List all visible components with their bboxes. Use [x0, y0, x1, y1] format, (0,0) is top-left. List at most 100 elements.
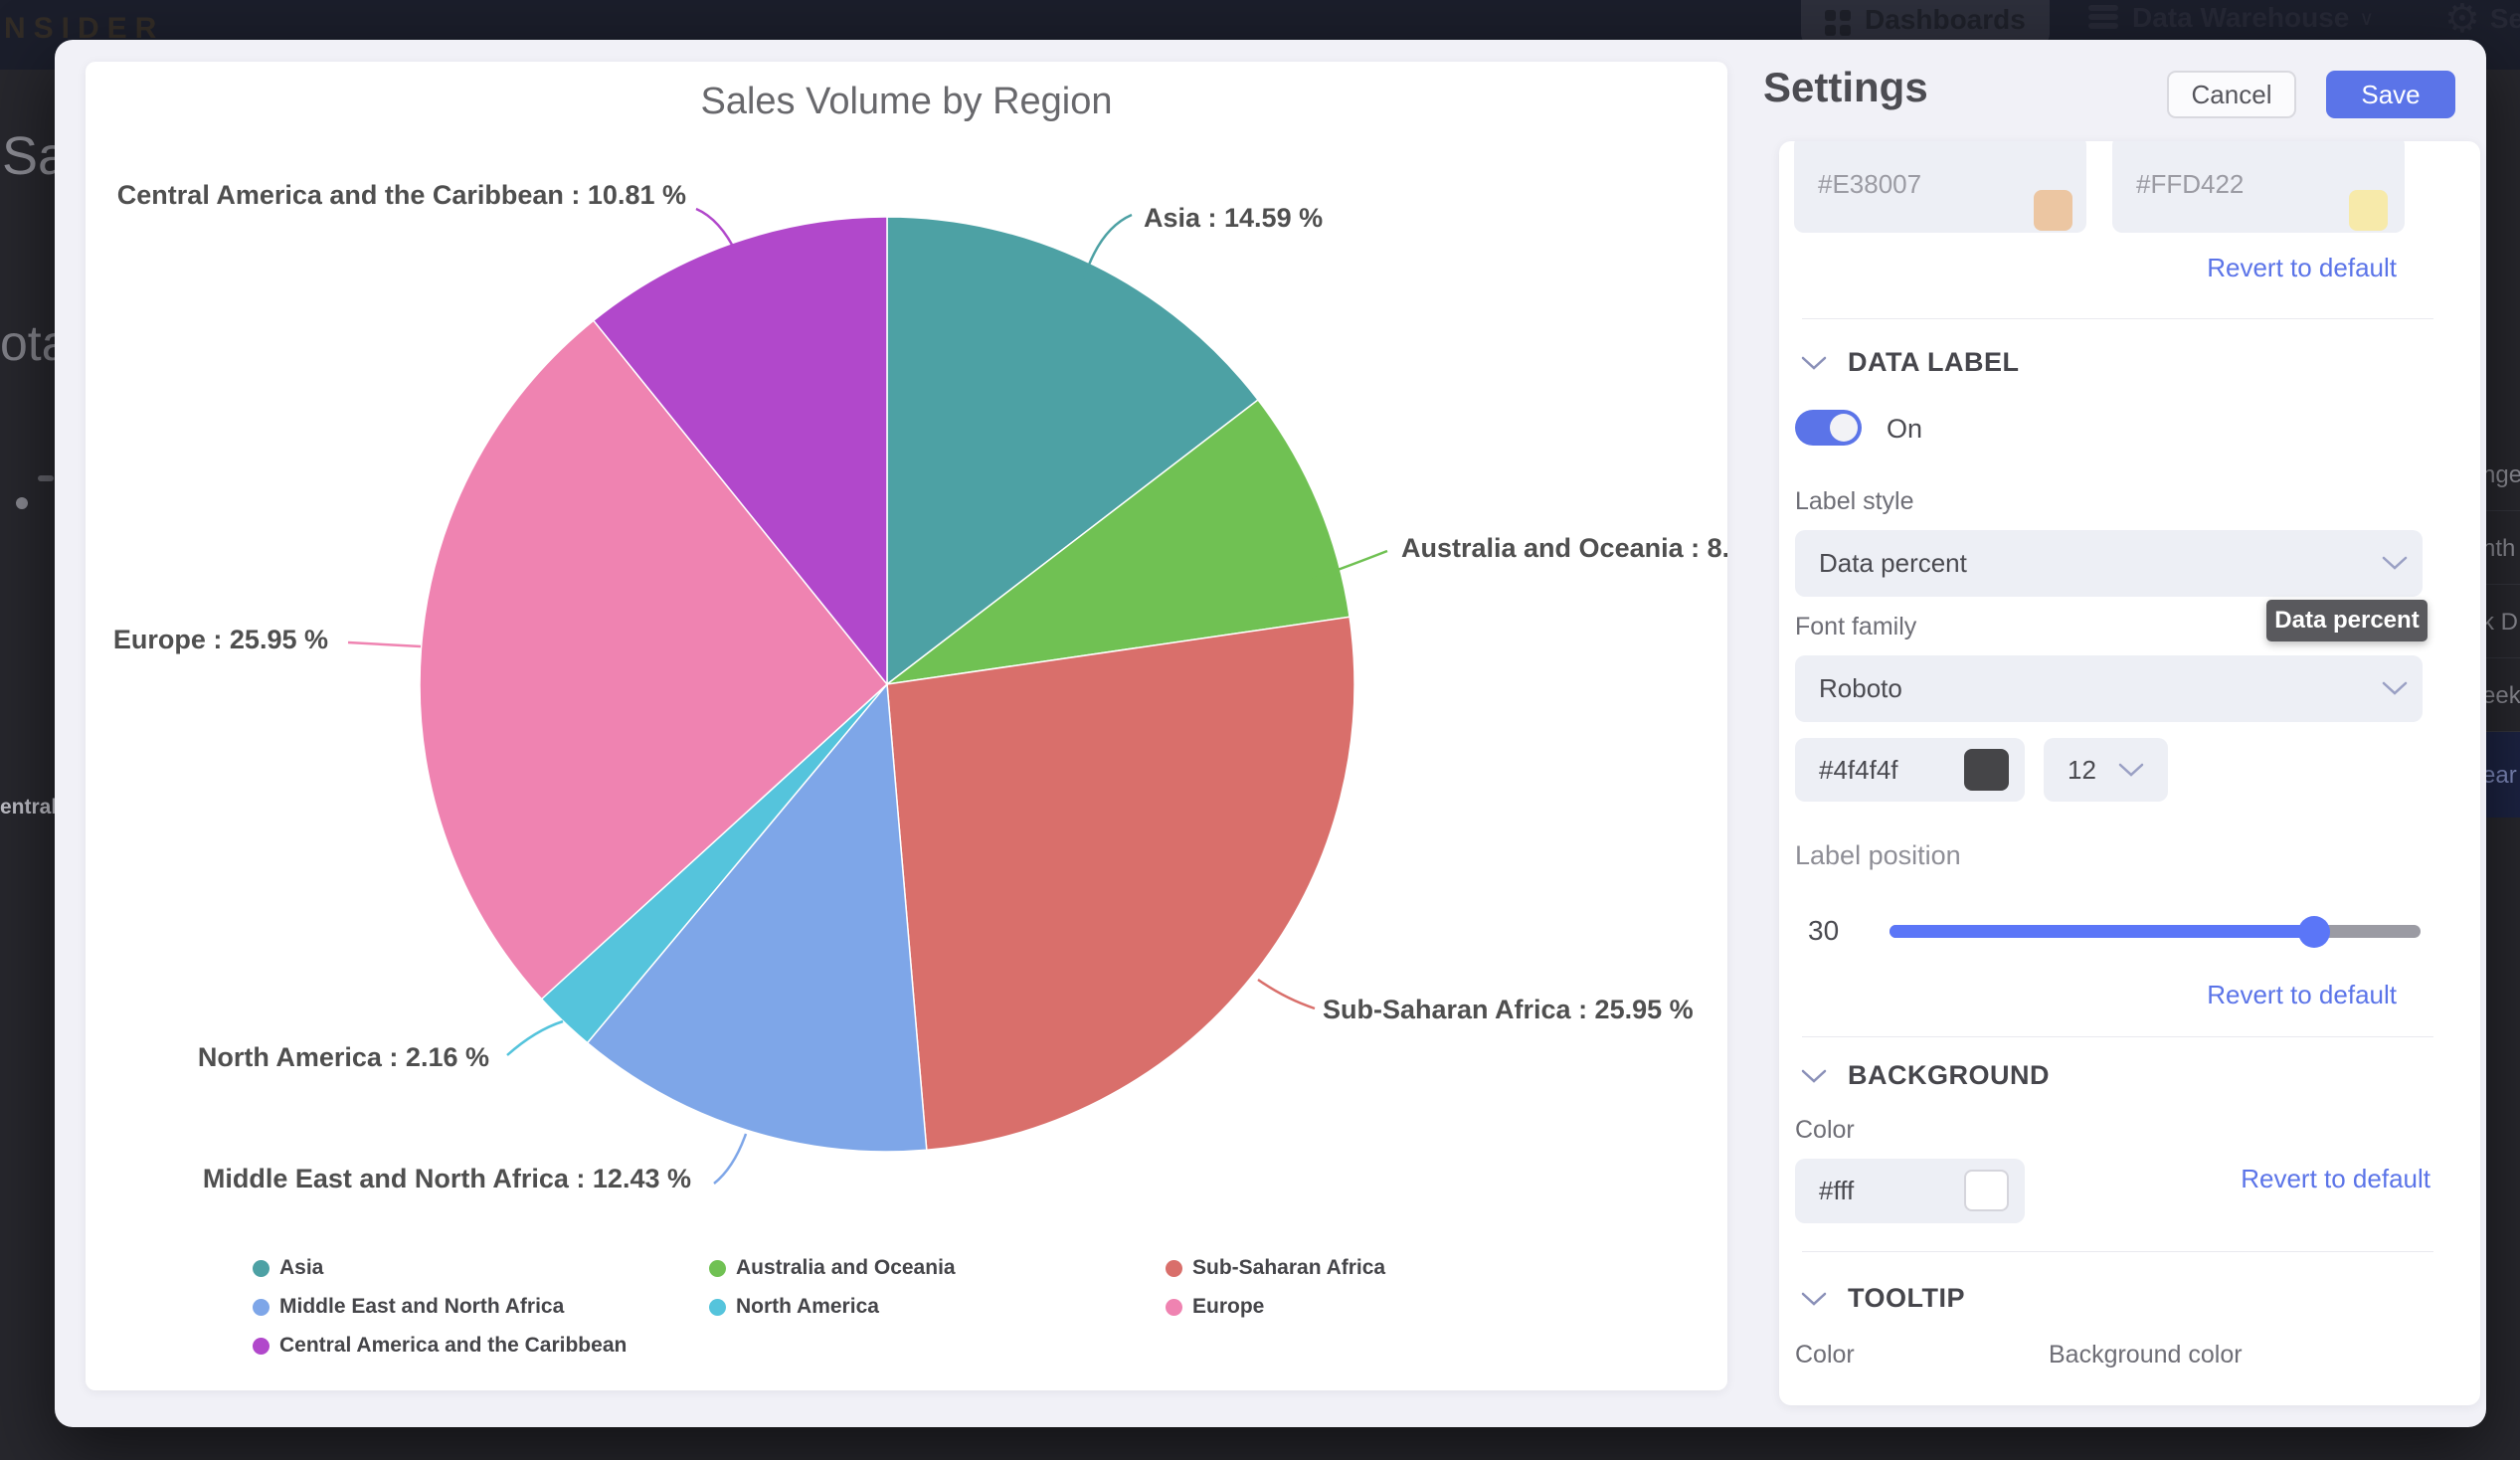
legend-item[interactable]: Central America and the Caribbean — [253, 1333, 709, 1359]
section-tooltip-title: TOOLTIP — [1848, 1283, 1965, 1313]
nav-dashboards[interactable]: Dashboards — [1801, 0, 2050, 46]
pie-chart: Asia : 14.59 % Australia and Oceania : 8.… — [113, 180, 1727, 1193]
callout-line — [506, 1019, 564, 1056]
nav-settings[interactable]: ⚙ Se — [2444, 0, 2520, 42]
callout-line — [713, 1133, 748, 1185]
toggle-knob — [1830, 414, 1858, 442]
chart-legend: Asia Australia and Oceania Sub-Saharan Afr… — [253, 1255, 1385, 1359]
label-position-slider[interactable] — [1890, 916, 2421, 948]
background-menu-item: nth — [2482, 511, 2520, 585]
chart-card: Sales Volume by Region Asia : 14.59 % Aus… — [86, 62, 1727, 1390]
chevron-down-icon — [1801, 356, 1827, 370]
data-label-toggle[interactable] — [1795, 410, 1862, 446]
nav-data-warehouse[interactable]: Data Warehouse ∨ — [2088, 0, 2374, 36]
series-color-2-value: #FFD422 — [2136, 168, 2245, 199]
font-color-value: #4f4f4f — [1819, 754, 1898, 785]
legend-dot — [709, 1259, 726, 1277]
background-bullet-fragment — [16, 497, 28, 509]
background-menu-item: k D — [2482, 585, 2520, 658]
legend-item[interactable]: Australia and Oceania — [709, 1255, 1166, 1281]
tooltip-background-color-label: Background color — [2049, 1341, 2243, 1369]
series-color-2-swatch[interactable] — [2349, 190, 2388, 231]
chevron-down-icon — [2382, 556, 2408, 570]
legend-dot — [253, 1337, 270, 1355]
tooltip-color-label: Color — [1795, 1341, 1855, 1369]
legend-dot — [709, 1298, 726, 1316]
save-button[interactable]: Save — [2326, 71, 2455, 118]
pie-callout-label: Australia and Oceania : 8.11 % — [1401, 533, 1727, 563]
background-label-fragment: entral — [0, 796, 58, 819]
chevron-down-icon: ∨ — [2359, 7, 2374, 30]
legend-item[interactable]: Middle East and North Africa — [253, 1294, 709, 1320]
nav-dashboards-label: Dashboards — [1865, 4, 2026, 35]
chevron-down-icon — [1801, 1292, 1827, 1306]
legend-item[interactable]: Europe — [1166, 1294, 1385, 1320]
pie-slice-0[interactable] — [886, 216, 1260, 686]
divider — [1802, 1251, 2433, 1252]
callout-line — [695, 207, 744, 267]
legend-label: Europe — [1192, 1295, 1265, 1318]
slider-fill — [1890, 925, 2315, 938]
font-size-value: 12 — [2068, 754, 2096, 785]
database-icon — [2088, 5, 2118, 31]
background-dash-fragment — [38, 475, 54, 481]
section-tooltip[interactable]: TOOLTIP — [1800, 1283, 1965, 1314]
pie-slice-1[interactable] — [884, 398, 1350, 686]
series-color-1-swatch[interactable] — [2034, 190, 2072, 231]
section-background[interactable]: BACKGROUND — [1800, 1060, 2050, 1091]
background-color-swatch[interactable] — [1964, 1170, 2009, 1211]
callout-line — [1257, 978, 1316, 1010]
pie-callout-label: Middle East and North Africa : 12.43 % — [203, 1164, 691, 1193]
legend-label: Asia — [279, 1256, 324, 1279]
legend-label: Central America and the Caribbean — [279, 1334, 628, 1357]
settings-panel-title: Settings — [1763, 64, 1928, 110]
legend-item[interactable]: Sub-Saharan Africa — [1166, 1255, 1385, 1281]
background-menu-item: ear — [2482, 732, 2520, 818]
pie-slice-2[interactable] — [886, 616, 1355, 1152]
font-color-swatch[interactable] — [1964, 749, 2009, 791]
chevron-down-icon — [2118, 763, 2144, 777]
revert-to-default-link-colors[interactable]: Revert to default — [2207, 253, 2397, 282]
section-background-title: BACKGROUND — [1848, 1060, 2050, 1090]
legend-item[interactable]: Asia — [253, 1255, 709, 1281]
legend-dot — [1166, 1259, 1182, 1277]
label-position-label: Label position — [1795, 840, 1961, 870]
series-color-1-field[interactable]: #E38007 — [1794, 141, 2086, 233]
revert-to-default-link-data-label[interactable]: Revert to default — [2207, 980, 2397, 1009]
background-color-label: Color — [1795, 1116, 1855, 1144]
pie-slice-3[interactable] — [586, 682, 928, 1153]
chevron-down-icon — [2382, 681, 2408, 695]
legend-label: Sub-Saharan Africa — [1192, 1256, 1386, 1279]
background-color-value: #fff — [1819, 1176, 1855, 1205]
revert-to-default-link-background[interactable]: Revert to default — [2241, 1164, 2430, 1193]
legend-dot — [253, 1298, 270, 1316]
label-style-label: Label style — [1795, 487, 1914, 515]
legend-item[interactable]: North America — [709, 1294, 1166, 1320]
pie-callout-label: Asia : 14.59 % — [1144, 203, 1323, 233]
dashboards-icon — [1825, 10, 1851, 36]
chart-title: Sales Volume by Region — [700, 81, 1113, 122]
pie-callout-label: Europe : 25.95 % — [113, 625, 328, 654]
font-family-label: Font family — [1795, 613, 1917, 640]
label-style-dropdown[interactable]: Data percent — [1795, 530, 2423, 597]
font-family-dropdown[interactable]: Roboto — [1795, 655, 2423, 722]
nav-data-warehouse-label: Data Warehouse — [2132, 2, 2350, 33]
pie-slice-5[interactable] — [419, 319, 889, 1001]
pie-callout-label: Central America and the Caribbean : 10.8… — [117, 180, 686, 210]
section-data-label[interactable]: DATA LABEL — [1800, 347, 2019, 378]
legend-label: Australia and Oceania — [736, 1256, 956, 1279]
chevron-down-icon — [1801, 1069, 1827, 1083]
legend-dot — [1166, 1298, 1182, 1316]
background-menu-item: eek — [2482, 658, 2520, 732]
cancel-button[interactable]: Cancel — [2167, 71, 2296, 118]
pie-callout-label: Sub-Saharan Africa : 25.95 % — [1323, 995, 1694, 1024]
settings-card: #E38007 #FFD422 Revert to default DATA L… — [1779, 141, 2480, 1405]
divider — [1802, 318, 2433, 319]
font-size-dropdown[interactable]: 12 — [2044, 738, 2168, 802]
callout-line — [1082, 213, 1133, 279]
slider-thumb[interactable] — [2298, 916, 2330, 948]
gear-icon: ⚙ — [2444, 0, 2480, 41]
legend-label: Middle East and North Africa — [279, 1295, 565, 1318]
